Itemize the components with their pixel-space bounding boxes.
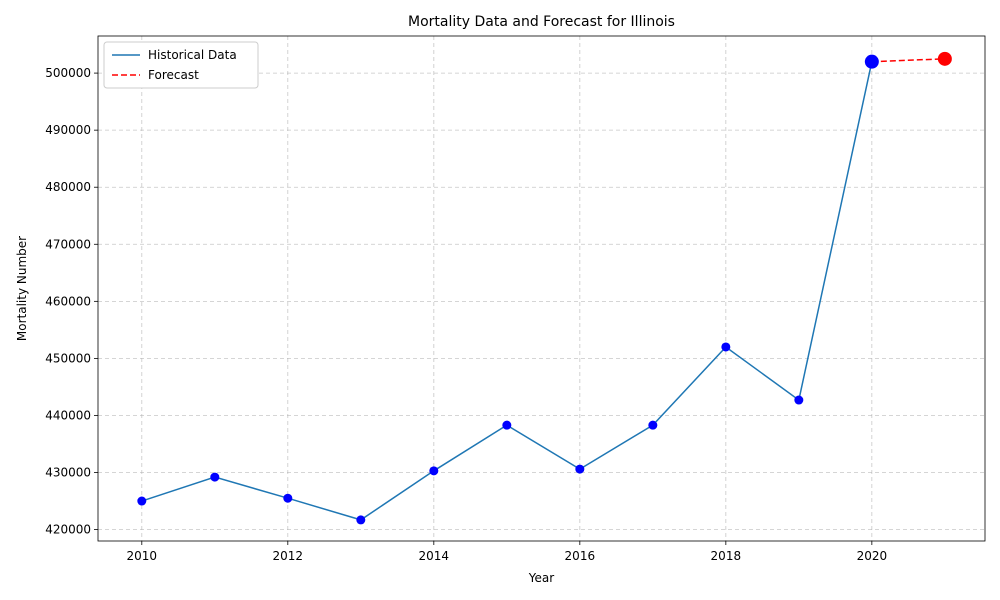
plot-frame <box>97 35 986 542</box>
highlight-point <box>937 51 952 66</box>
y-tick-label: 420000 <box>45 523 91 537</box>
axes-layer: 2010 2012 2014 2016 2018 2020 420000 430000 4400… <box>45 35 986 563</box>
chart-title: Mortality Data and Forecast for Illinois <box>408 14 675 30</box>
x-tick-label: 2020 <box>857 549 888 563</box>
y-axis-title: Mortality Number <box>15 236 29 341</box>
historical-data-point <box>575 464 585 474</box>
series-layer <box>137 51 952 525</box>
highlight-point <box>864 54 879 69</box>
legend-box <box>103 41 259 89</box>
y-tick-label: 460000 <box>45 294 91 308</box>
legend: Historical Data Forecast <box>103 41 259 89</box>
y-tick-label: 430000 <box>45 466 91 480</box>
grid-layer <box>98 36 985 541</box>
historical-data-point <box>648 420 658 430</box>
x-tick-label: 2018 <box>711 549 742 563</box>
y-tick-label: 470000 <box>45 237 91 251</box>
y-tick-label: 440000 <box>45 408 91 422</box>
x-axis-title: Year <box>528 571 554 585</box>
historical-data-point <box>429 466 439 476</box>
x-tick-label: 2012 <box>273 549 304 563</box>
forecast-line <box>871 58 945 63</box>
historical-data-point <box>283 493 293 503</box>
historical-data-point <box>721 342 731 352</box>
y-tick-label: 490000 <box>45 123 91 137</box>
x-tick-label: 2010 <box>127 549 158 563</box>
x-tick-label: 2016 <box>565 549 596 563</box>
historical-data-point <box>356 515 366 525</box>
historical-data-point <box>502 420 512 430</box>
historical-data-point <box>210 472 220 482</box>
x-tick-label: 2014 <box>419 549 450 563</box>
legend-label-historical: Historical Data <box>148 48 237 62</box>
legend-label-forecast: Forecast <box>148 68 199 82</box>
historical-data-point <box>137 496 147 506</box>
y-tick-label: 480000 <box>45 180 91 194</box>
historical-data-point <box>794 395 804 405</box>
y-tick-label: 450000 <box>45 351 91 365</box>
y-tick-label: 500000 <box>45 66 91 80</box>
